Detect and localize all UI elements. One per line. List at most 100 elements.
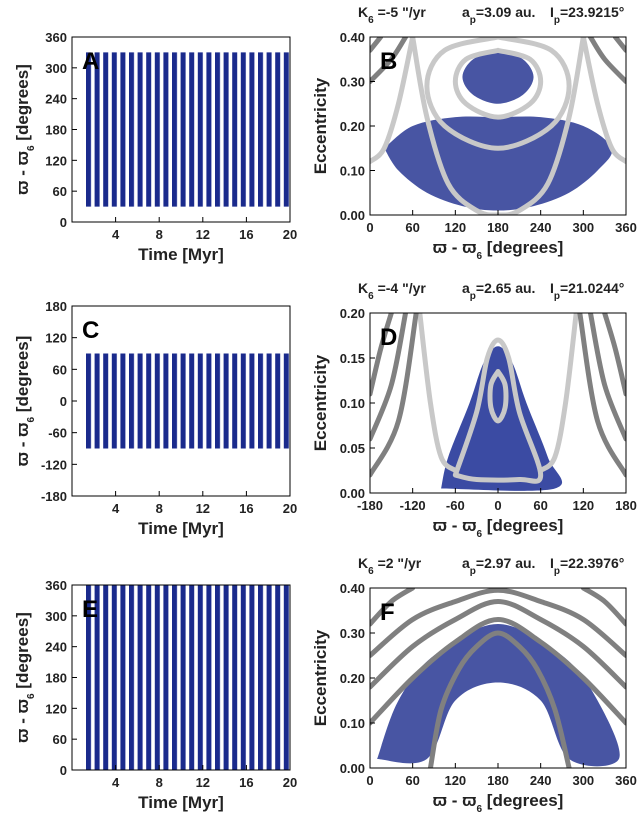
label-part: [degrees] bbox=[13, 336, 32, 417]
energy-contour bbox=[370, 313, 394, 397]
y-tick-label: 0.10 bbox=[340, 164, 365, 179]
label-part: [degrees] bbox=[482, 791, 563, 810]
label-part: =2.65 au. bbox=[476, 280, 536, 296]
x-tick-label: 240 bbox=[530, 220, 552, 235]
x-tick-label: -60 bbox=[446, 498, 465, 513]
panel-letter: F bbox=[380, 599, 395, 626]
energy-contour bbox=[410, 37, 586, 215]
y-tick-label: 120 bbox=[45, 701, 67, 716]
oscillation-band bbox=[82, 353, 290, 449]
y-tick-label: 0 bbox=[60, 215, 67, 230]
plot bbox=[370, 313, 626, 491]
panel-title: ap=3.09 au. bbox=[462, 4, 535, 26]
label-part: a bbox=[462, 280, 470, 296]
label-part: =21.0244° bbox=[560, 280, 624, 296]
label-part: =-5 "/yr bbox=[374, 4, 427, 20]
label-part: p bbox=[554, 566, 560, 577]
y-tick-label: 0.00 bbox=[340, 486, 365, 501]
oscillation-band bbox=[82, 52, 290, 207]
label-part: ϖ - ϖ bbox=[13, 699, 32, 743]
y-tick-label: 360 bbox=[45, 578, 67, 593]
x-tick-label: 180 bbox=[487, 773, 509, 788]
y-tick-label: 0.05 bbox=[340, 441, 365, 456]
label-part: p bbox=[470, 15, 476, 26]
y-tick-label: 240 bbox=[45, 640, 67, 655]
plot bbox=[82, 52, 290, 207]
energy-contour bbox=[580, 588, 626, 627]
energy-contour bbox=[370, 313, 409, 442]
label-part: p bbox=[470, 291, 476, 302]
energy-contour bbox=[370, 617, 626, 726]
plot bbox=[370, 588, 626, 768]
y-axis-label: Eccentricity bbox=[311, 77, 330, 174]
x-tick-label: 16 bbox=[239, 775, 253, 790]
x-tick-label: 120 bbox=[444, 773, 466, 788]
energy-contour bbox=[417, 313, 458, 473]
x-tick-label: 180 bbox=[615, 498, 637, 513]
label-part: 6 bbox=[477, 251, 483, 262]
x-tick-label: 12 bbox=[196, 775, 210, 790]
y-tick-label: 0.40 bbox=[340, 30, 365, 45]
panel-title: Ip=23.9215° bbox=[550, 4, 624, 26]
x-tick-label: 60 bbox=[405, 773, 419, 788]
x-axis-label: Time [Myr] bbox=[138, 793, 224, 812]
panel-title: Ip=22.3976° bbox=[550, 555, 624, 577]
label-part: ϖ - ϖ bbox=[13, 422, 32, 466]
energy-contour bbox=[370, 588, 416, 627]
y-axis-label: Eccentricity bbox=[311, 354, 330, 451]
label-part: I bbox=[550, 280, 554, 296]
x-tick-label: 360 bbox=[615, 773, 637, 788]
label-part: [degrees] bbox=[13, 612, 32, 693]
y-tick-label: 180 bbox=[45, 123, 67, 138]
oscillation-band bbox=[82, 585, 290, 770]
y-tick-label: 0.10 bbox=[340, 396, 365, 411]
x-tick-label: -120 bbox=[400, 498, 426, 513]
y-tick-label: 120 bbox=[45, 153, 67, 168]
x-tick-label: 4 bbox=[112, 501, 120, 516]
energy-contour bbox=[452, 337, 544, 484]
y-axis-label: Eccentricity bbox=[311, 629, 330, 726]
label-part: 6 bbox=[368, 291, 374, 302]
x-tick-label: 20 bbox=[283, 775, 297, 790]
y-tick-label: 0.15 bbox=[340, 351, 365, 366]
x-tick-label: 360 bbox=[615, 220, 637, 235]
x-tick-label: 300 bbox=[572, 773, 594, 788]
label-part: p bbox=[470, 566, 476, 577]
label-part: ϖ - ϖ bbox=[433, 516, 477, 535]
label-part: 6 bbox=[26, 416, 37, 422]
y-tick-label: 180 bbox=[45, 299, 67, 314]
panel-letter: D bbox=[380, 324, 397, 351]
x-tick-label: 300 bbox=[572, 220, 594, 235]
panel-title: K6 =-4 "/yr bbox=[358, 280, 426, 302]
x-axis-label: Time [Myr] bbox=[138, 519, 224, 538]
x-tick-label: -180 bbox=[357, 498, 383, 513]
label-part: I bbox=[550, 555, 554, 571]
panel-letter: C bbox=[82, 317, 99, 344]
panel-letter: B bbox=[380, 48, 397, 75]
label-part: =2 "/yr bbox=[374, 555, 422, 571]
x-tick-label: 120 bbox=[444, 220, 466, 235]
panel-title: ap=2.65 au. bbox=[462, 280, 535, 302]
label-part: 6 bbox=[26, 145, 37, 151]
label-part: I bbox=[550, 4, 554, 20]
label-part: 6 bbox=[477, 804, 483, 815]
y-axis-label: ϖ - ϖ6 [degrees] bbox=[13, 64, 37, 195]
label-part: =3.09 au. bbox=[476, 4, 536, 20]
x-tick-label: 16 bbox=[239, 227, 253, 242]
label-part: K bbox=[358, 555, 368, 571]
x-axis-label: ϖ - ϖ6 [degrees] bbox=[433, 791, 564, 815]
x-tick-label: 12 bbox=[196, 227, 210, 242]
energy-contour bbox=[370, 599, 626, 690]
particle-cloud bbox=[462, 50, 534, 104]
label-part: =2.97 au. bbox=[476, 555, 536, 571]
panel-letter: E bbox=[82, 596, 98, 623]
energy-contour bbox=[370, 37, 409, 84]
energy-contour bbox=[424, 37, 572, 151]
label-part: 6 bbox=[26, 693, 37, 699]
energy-contour bbox=[538, 313, 579, 473]
label-part: p bbox=[554, 15, 560, 26]
x-tick-label: 60 bbox=[405, 220, 419, 235]
y-tick-label: 0.20 bbox=[340, 671, 365, 686]
x-tick-label: 8 bbox=[156, 775, 163, 790]
